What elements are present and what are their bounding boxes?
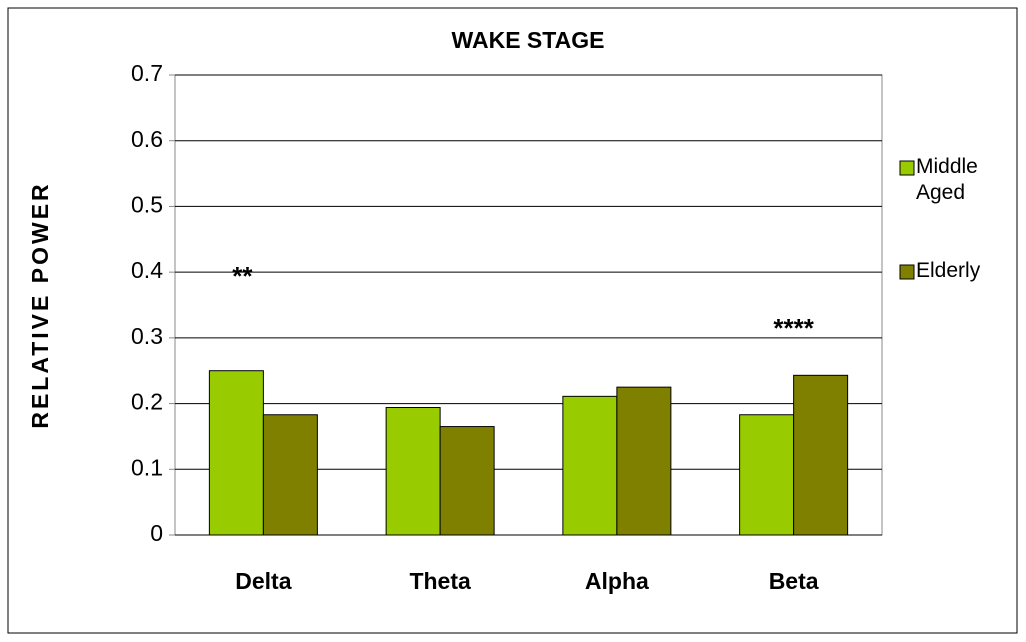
bar [793, 374, 849, 536]
y-tick-label: 0.7 [131, 60, 163, 86]
y-tick-label: 0.4 [131, 257, 163, 283]
legend-label-box: Elderly [916, 259, 981, 282]
y-tick-label: 0.5 [131, 192, 163, 218]
legend-label: Middle Aged [916, 155, 978, 204]
y-tick-label: 0.3 [131, 323, 163, 349]
x-tick-label: Alpha [585, 568, 649, 594]
chart-title: WAKE STAGE [452, 27, 605, 53]
chart-border [7, 7, 1018, 634]
bar [385, 407, 441, 536]
legend-swatch [899, 160, 915, 176]
bar [616, 386, 672, 536]
y-tick-label: 0.2 [131, 389, 163, 415]
legend-swatch [899, 264, 915, 280]
y-tick-label: 0 [150, 520, 163, 546]
y-tick-label: 0.1 [131, 454, 163, 480]
bar [208, 370, 264, 536]
bar [739, 414, 795, 536]
bar [262, 414, 318, 536]
legend-label: Elderly [916, 259, 981, 282]
annotation: ** [232, 261, 253, 291]
annotation: **** [773, 313, 814, 343]
y-tick-label: 0.6 [131, 126, 163, 152]
x-tick-label: Beta [769, 568, 819, 594]
x-tick-label: Theta [409, 568, 471, 594]
x-tick-label: Delta [235, 568, 291, 594]
bar [439, 426, 495, 536]
y-axis-label: RELATIVE POWER [27, 181, 53, 428]
bar [562, 395, 618, 536]
legend-label-box: Middle Aged [916, 155, 978, 204]
